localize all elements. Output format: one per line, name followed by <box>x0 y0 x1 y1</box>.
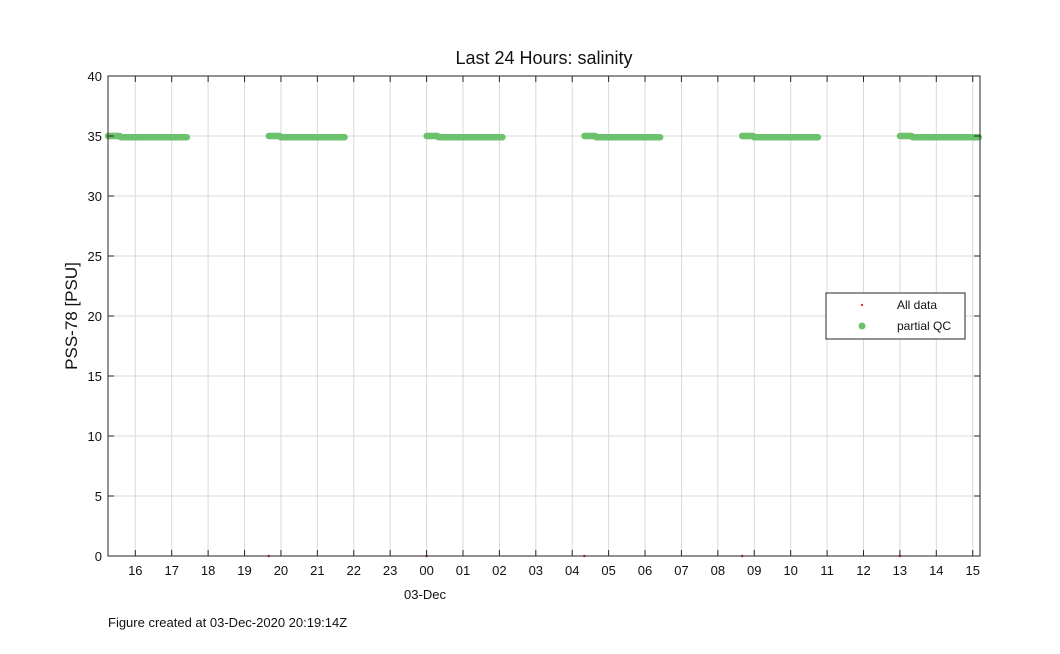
x-tick-label: 01 <box>456 563 470 578</box>
x-tick-label: 23 <box>383 563 397 578</box>
y-tick-label: 15 <box>88 369 102 384</box>
y-tick-label: 35 <box>88 129 102 144</box>
x-tick-label: 19 <box>237 563 251 578</box>
partial-qc-point <box>814 134 822 141</box>
partial-qc-point <box>657 134 664 141</box>
x-tick-label: 09 <box>747 563 761 578</box>
partial-qc-segment <box>104 132 191 141</box>
x-tick-label: 08 <box>711 563 725 578</box>
figure-created-caption: Figure created at 03-Dec-2020 20:19:14Z <box>108 615 348 630</box>
partial-qc-point <box>975 134 982 141</box>
legend-marker-all-data <box>860 303 864 307</box>
y-tick-label: 30 <box>88 189 102 204</box>
x-tick-label: 11 <box>820 563 834 578</box>
y-tick-label: 0 <box>95 549 102 564</box>
x-tick-label: 22 <box>347 563 361 578</box>
x-axis-ticks: 16 17 18 19 20 21 22 23 00 01 02 03 04 05 06 07 08 09 10 11… <box>128 76 980 578</box>
partial-qc-segment <box>581 132 664 141</box>
grid <box>108 75 980 557</box>
plot-marks <box>104 132 982 558</box>
y-axis-ticks: 0 5 10 15 20 25 30 35 40 <box>88 69 980 564</box>
x-tick-label: 12 <box>856 563 870 578</box>
x-tick-label: 14 <box>929 563 943 578</box>
x-tick-label: 17 <box>164 563 178 578</box>
partial-qc-point <box>499 134 506 141</box>
legend-label-all-data: All data <box>897 298 937 312</box>
x-tick-label: 13 <box>893 563 907 578</box>
x-tick-label: 02 <box>492 563 506 578</box>
x-tick-label: 00 <box>419 563 433 578</box>
x-tick-label: 06 <box>638 563 652 578</box>
y-tick-label: 20 <box>88 309 102 324</box>
x-axis-date-label: 03-Dec <box>404 587 446 602</box>
partial-qc-point <box>341 134 348 141</box>
x-tick-label: 20 <box>274 563 288 578</box>
x-tick-label: 21 <box>310 563 324 578</box>
x-tick-label: 05 <box>601 563 615 578</box>
x-tick-label: 15 <box>965 563 979 578</box>
y-axis-label: PSS-78 [PSU] <box>62 262 81 370</box>
y-tick-label: 10 <box>88 429 102 444</box>
partial-qc-segment <box>423 132 506 141</box>
partial-qc-segment <box>738 132 822 141</box>
partial-qc-segment <box>896 132 982 141</box>
chart-title: Last 24 Hours: salinity <box>455 48 632 68</box>
partial-qc-segment <box>265 132 348 141</box>
x-tick-label: 03 <box>529 563 543 578</box>
y-tick-label: 5 <box>95 489 102 504</box>
x-tick-label: 16 <box>128 563 142 578</box>
legend-marker-partial-qc <box>858 322 866 330</box>
legend-box <box>825 292 966 340</box>
x-tick-label: 04 <box>565 563 579 578</box>
legend-label-partial-qc: partial QC <box>897 319 951 333</box>
partial-qc-point <box>183 134 191 141</box>
x-tick-label: 10 <box>783 563 797 578</box>
y-tick-label: 25 <box>88 249 102 264</box>
legend: All data partial QC <box>825 292 966 340</box>
x-tick-label: 07 <box>674 563 688 578</box>
x-tick-label: 18 <box>201 563 215 578</box>
y-tick-label: 40 <box>88 69 102 84</box>
